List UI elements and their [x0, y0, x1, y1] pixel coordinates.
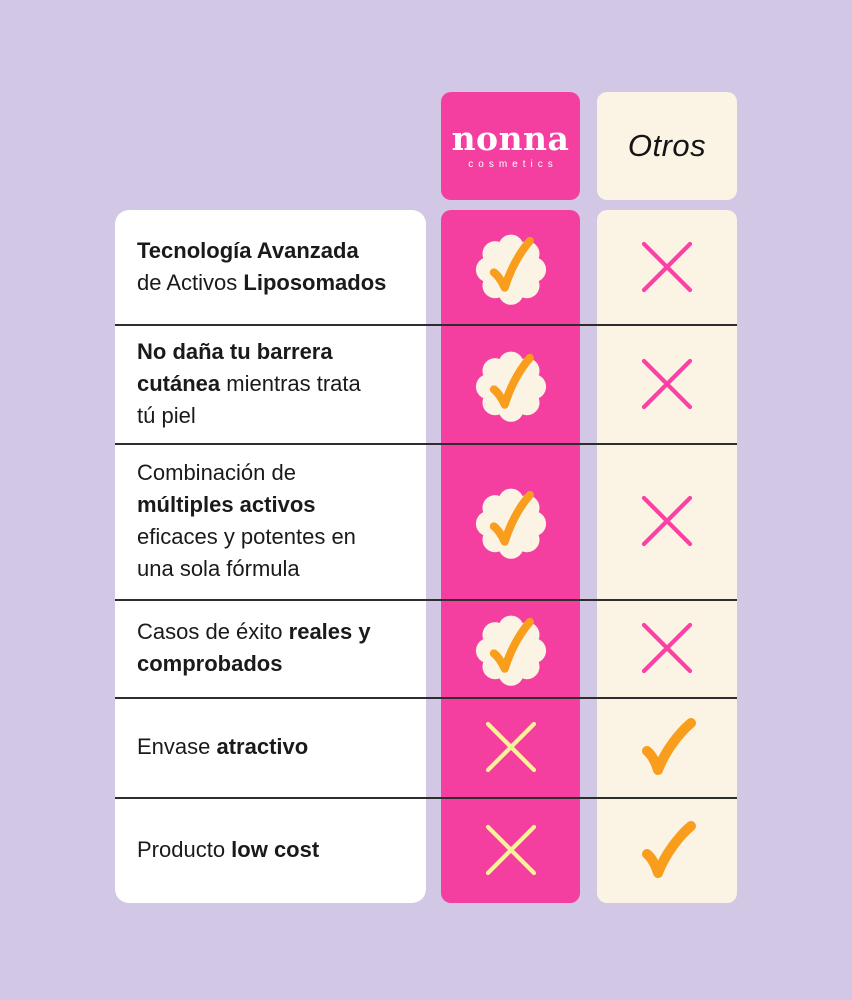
- check-icon: [635, 818, 699, 882]
- otros-cell-row-2: [597, 324, 737, 443]
- feature-row-4: Casos de éxito reales y comprobados: [115, 599, 426, 697]
- cross-icon: [638, 492, 696, 550]
- feature-label: Envase atractivo: [137, 734, 309, 759]
- check-icon: [635, 715, 699, 779]
- nonna-cell-row-5: [441, 697, 580, 797]
- nonna-cell-row-4: [441, 599, 580, 697]
- otros-cell-row-1: [597, 210, 737, 324]
- feature-row-6: Producto low cost: [115, 797, 426, 903]
- header-card-otros: Otros: [597, 92, 737, 200]
- check-badge-icon: [466, 603, 556, 693]
- feature-row-5: Envase atractivo: [115, 697, 426, 797]
- otros-cell-row-6: [597, 797, 737, 903]
- row-divider: [115, 697, 737, 699]
- row-divider: [115, 599, 737, 601]
- cross-icon: [482, 821, 540, 879]
- otros-column: [597, 210, 737, 903]
- nonna-cell-row-6: [441, 797, 580, 903]
- check-badge-icon: [466, 476, 556, 566]
- nonna-cell-row-3: [441, 443, 580, 599]
- cross-icon: [638, 619, 696, 677]
- row-divider: [115, 443, 737, 445]
- otros-cell-row-3: [597, 443, 737, 599]
- features-card: Tecnología Avanzada de Activos Liposomad…: [115, 210, 426, 903]
- row-divider: [115, 324, 737, 326]
- check-badge-icon: [466, 339, 556, 429]
- otros-cell-row-5: [597, 697, 737, 797]
- otros-column-title: Otros: [627, 128, 707, 163]
- cross-icon: [638, 238, 696, 296]
- feature-label: Combinación de múltiples activos eficace…: [137, 460, 356, 581]
- header-card-nonna: nonna cosmetics: [441, 92, 580, 200]
- feature-label: Producto low cost: [137, 837, 320, 862]
- otros-cell-row-4: [597, 599, 737, 697]
- cross-icon: [482, 718, 540, 776]
- feature-label: Tecnología Avanzada de Activos Liposomad…: [137, 238, 387, 295]
- nonna-logo: nonna: [451, 119, 570, 158]
- feature-label: No daña tu barrera cutánea mientras trat…: [137, 338, 361, 428]
- feature-label: Casos de éxito reales y comprobados: [137, 619, 371, 676]
- nonna-logo-tagline: cosmetics: [468, 159, 558, 170]
- nonna-column: [441, 210, 580, 903]
- feature-row-2: No daña tu barrera cutánea mientras trat…: [115, 324, 426, 443]
- nonna-cell-row-2: [441, 324, 580, 443]
- feature-row-1: Tecnología Avanzada de Activos Liposomad…: [115, 210, 426, 324]
- cross-icon: [638, 355, 696, 413]
- check-badge-icon: [466, 222, 556, 312]
- feature-row-3: Combinación de múltiples activos eficace…: [115, 443, 426, 599]
- row-divider: [115, 797, 737, 799]
- nonna-cell-row-1: [441, 210, 580, 324]
